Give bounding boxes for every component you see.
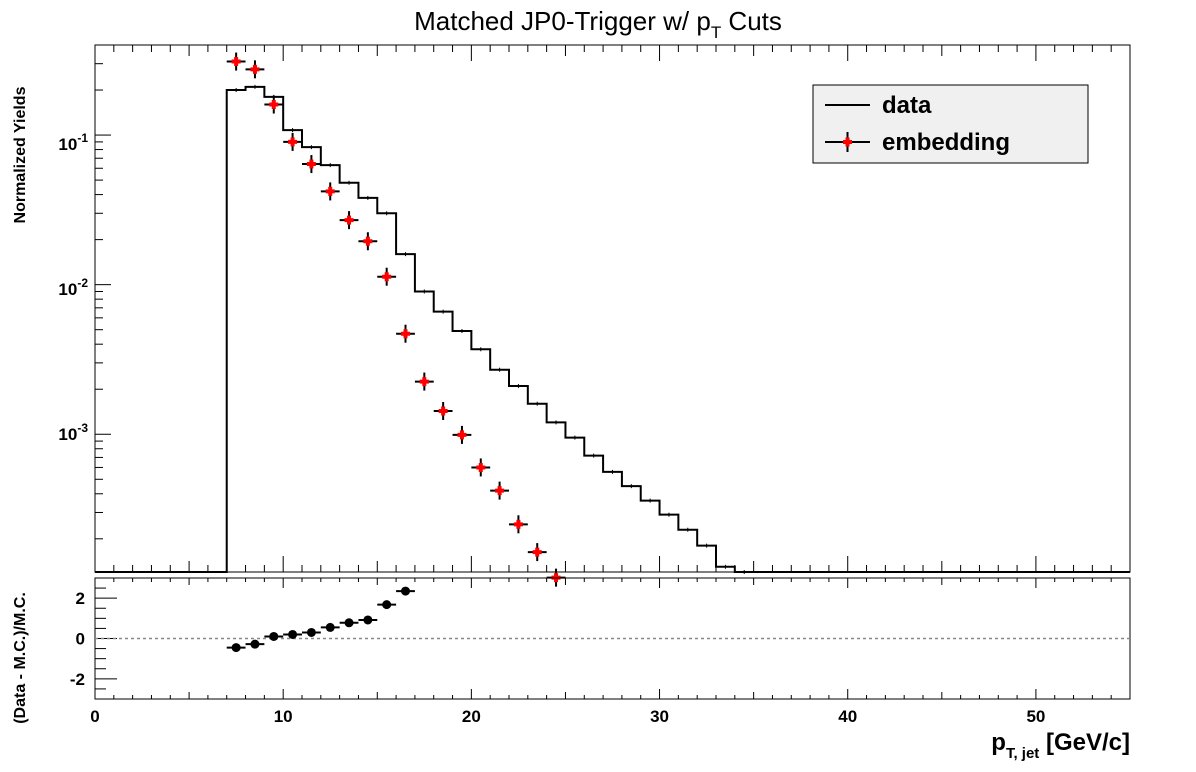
x-tick-label: 40 bbox=[838, 707, 857, 726]
embedding-point bbox=[302, 155, 321, 174]
embedding-point bbox=[396, 324, 415, 343]
embedding-point bbox=[264, 95, 284, 114]
ratio-marker bbox=[344, 618, 354, 628]
embedding-point bbox=[358, 232, 378, 251]
legend: data embedding bbox=[812, 84, 1089, 164]
embedding-marker bbox=[513, 519, 523, 529]
ratio-point bbox=[339, 618, 359, 628]
bottom-y-axis-label: (Data - M.C.)/M.C. bbox=[12, 592, 29, 724]
x-tick-label: 20 bbox=[462, 707, 481, 726]
embedding-marker bbox=[306, 159, 316, 169]
x-tick-label: 0 bbox=[90, 707, 99, 726]
ratio-marker bbox=[231, 643, 241, 653]
embedding-point bbox=[414, 372, 434, 391]
legend-embedding-marker bbox=[843, 137, 852, 147]
ratio-point bbox=[264, 631, 284, 641]
embedding-marker bbox=[231, 57, 241, 67]
embedding-point bbox=[433, 402, 453, 421]
ratio-point bbox=[283, 629, 302, 639]
top-panel-ticks bbox=[94, 44, 1131, 572]
embedding-point bbox=[377, 267, 397, 286]
y-tick-label-0.001: 10-3 bbox=[58, 421, 88, 444]
embedding-marker bbox=[476, 462, 486, 472]
chart-title-main: Matched JP0-Trigger w/ p bbox=[414, 6, 711, 36]
top-panel-frame bbox=[94, 44, 1131, 573]
embedding-point bbox=[452, 425, 472, 444]
x-axis-label: pT, jet [GeV/c] bbox=[991, 729, 1130, 762]
embedding-marker bbox=[344, 215, 354, 225]
y-tick-label: 2 bbox=[76, 589, 85, 608]
ratio-marker bbox=[382, 600, 392, 610]
embedding-point bbox=[509, 515, 528, 534]
embedding-marker bbox=[401, 329, 410, 339]
embedding-marker bbox=[532, 547, 542, 557]
embedding-point bbox=[339, 211, 359, 230]
top-y-axis-label: Normalized Yields bbox=[12, 86, 29, 223]
x-tick-label: 30 bbox=[650, 707, 669, 726]
embedding-marker bbox=[495, 486, 505, 496]
bottom-panel-data bbox=[95, 586, 1130, 653]
chart-title: Matched JP0-Trigger w/ pT Cuts bbox=[414, 6, 782, 42]
x-tick-label: 50 bbox=[1026, 707, 1045, 726]
embedding-point bbox=[527, 543, 547, 562]
embedding-marker bbox=[382, 272, 392, 282]
ratio-point bbox=[377, 600, 397, 610]
y-tick-label-0.1: 10-1 bbox=[58, 131, 88, 154]
data-histogram bbox=[95, 85, 1130, 573]
ratio-marker bbox=[288, 629, 298, 639]
y-tick-label: 0 bbox=[76, 630, 85, 649]
legend-embedding-label: embedding bbox=[882, 129, 1010, 156]
legend-box bbox=[812, 84, 1089, 164]
embedding-marker bbox=[438, 406, 448, 416]
embedding-point bbox=[226, 52, 246, 71]
ratio-point bbox=[302, 627, 321, 637]
top-panel-data bbox=[95, 52, 1130, 587]
y-tick-label-0.01: 10-2 bbox=[58, 276, 88, 299]
ratio-point bbox=[226, 643, 246, 653]
ratio-point bbox=[396, 586, 415, 596]
ratio-marker bbox=[401, 586, 410, 596]
ratio-point bbox=[358, 615, 378, 625]
ratio-point bbox=[320, 622, 340, 632]
embedding-point bbox=[283, 132, 302, 151]
x-tick-label: 10 bbox=[274, 707, 293, 726]
embedding-marker bbox=[457, 430, 467, 440]
ratio-marker bbox=[306, 627, 316, 637]
embedding-marker bbox=[288, 137, 298, 147]
ratio-marker bbox=[363, 615, 373, 625]
ratio-marker bbox=[250, 639, 260, 649]
ratio-marker bbox=[325, 622, 335, 632]
embedding-marker bbox=[363, 236, 373, 246]
embedding-point bbox=[320, 182, 340, 201]
legend-data-label: data bbox=[882, 92, 932, 119]
embedding-marker bbox=[419, 377, 429, 387]
embedding-point bbox=[490, 481, 509, 500]
embedding-marker bbox=[325, 186, 335, 196]
ratio-marker bbox=[269, 631, 279, 641]
y-tick-label: -2 bbox=[70, 670, 85, 689]
chart-title-tail: Cuts bbox=[721, 6, 782, 36]
embedding-marker bbox=[269, 100, 279, 110]
embedding-point bbox=[471, 458, 491, 477]
ratio-point bbox=[245, 639, 265, 649]
embedding-point bbox=[245, 60, 265, 79]
embedding-marker bbox=[250, 64, 260, 74]
chart-title-sub: T bbox=[711, 23, 721, 42]
